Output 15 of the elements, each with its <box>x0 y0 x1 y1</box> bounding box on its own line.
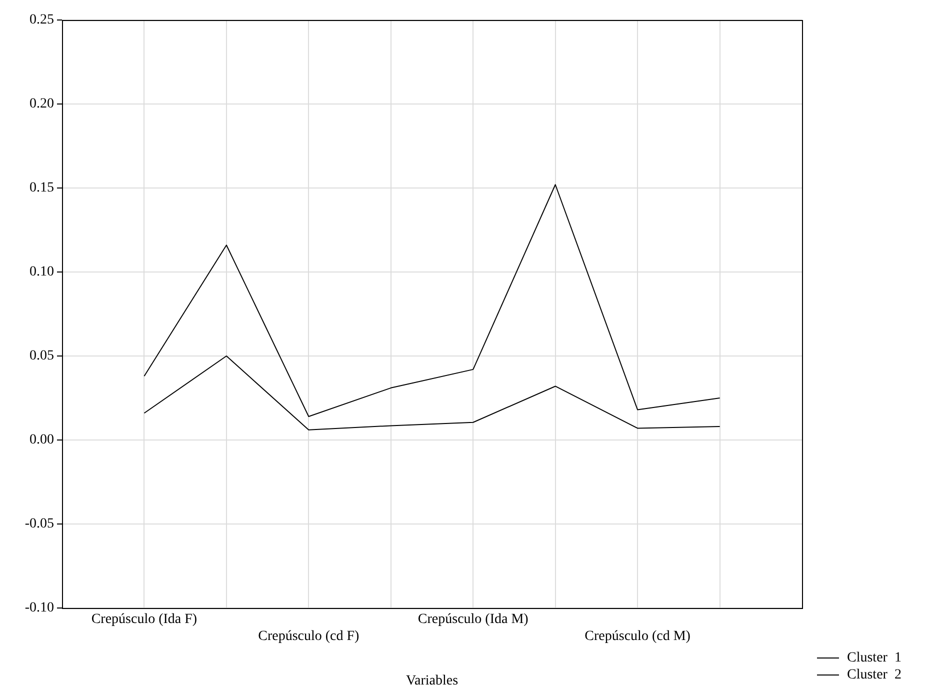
y-tick-label: 0.15 <box>30 180 54 196</box>
y-tick-label: 0.00 <box>30 432 54 448</box>
x-tick-label: Crepúsculo (cd F) <box>258 628 360 644</box>
x-tick-label: Crepúsculo (Ida M) <box>418 612 529 628</box>
legend-label: Cluster 2 <box>847 668 902 683</box>
x-axis-title: Variables <box>406 673 458 688</box>
y-tick-label: -0.05 <box>24 516 54 532</box>
y-tick-label: 0.05 <box>30 348 54 364</box>
x-tick-label: Crepúsculo (Ida F) <box>91 612 198 628</box>
x-tick-label: Crepúsculo (cd M) <box>584 628 691 644</box>
y-tick-label: -0.10 <box>24 600 54 616</box>
y-tick-label: 0.25 <box>30 12 54 28</box>
y-tick-label: 0.10 <box>30 264 54 280</box>
legend-label: Cluster 1 <box>847 650 902 666</box>
y-tick-label: 0.20 <box>30 96 54 112</box>
